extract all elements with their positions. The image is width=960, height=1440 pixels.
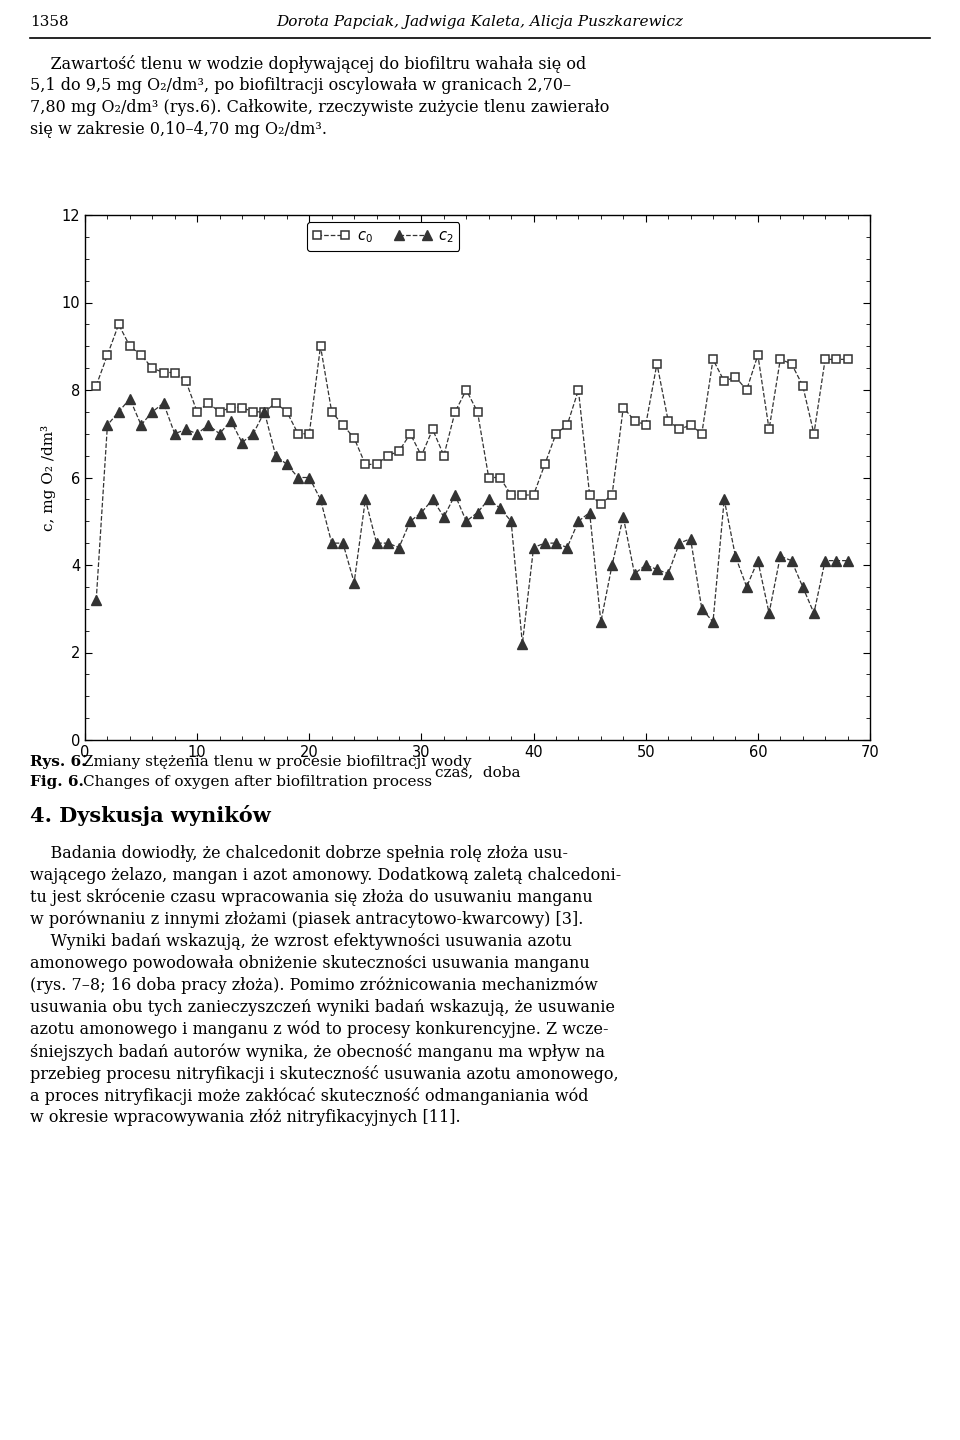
$c_2$ [516,635,528,652]
Text: Fig. 6.: Fig. 6. [30,775,89,789]
$c_2$ [708,613,719,631]
Text: przebieg procesu nitryfikacji i skuteczność usuwania azotu amonowego,: przebieg procesu nitryfikacji i skuteczn… [30,1066,618,1083]
Text: Dorota Papciak, Jadwiga Kaleta, Alicja Puszkarewicz: Dorota Papciak, Jadwiga Kaleta, Alicja P… [276,14,684,29]
$c_0$ [113,315,125,333]
$c_0$ [617,399,629,416]
Text: Zmiany stężenia tlenu w procesie biofiltracji wody: Zmiany stężenia tlenu w procesie biofilt… [83,755,471,769]
X-axis label: czas,  doba: czas, doba [435,766,520,779]
$c_0$ [775,351,786,369]
Text: Rys. 6.: Rys. 6. [30,755,92,769]
$c_0$ [785,356,797,373]
$c_2$ [785,552,797,569]
Y-axis label: c, mg O₂ /dm³: c, mg O₂ /dm³ [41,425,56,530]
Text: Changes of oxygen after biofiltration process: Changes of oxygen after biofiltration pr… [83,775,432,789]
Legend: $c_0$, $c_2$: $c_0$, $c_2$ [307,222,460,251]
Text: 5,1 do 9,5 mg O₂/dm³, po biofiltracji oscylowała w granicach 2,70–: 5,1 do 9,5 mg O₂/dm³, po biofiltracji os… [30,76,571,94]
Text: Wyniki badań wskazują, że wzrost efektywności usuwania azotu: Wyniki badań wskazują, że wzrost efektyw… [30,933,572,950]
$c_2$ [775,547,786,564]
$c_0$ [797,377,808,395]
Text: amonowego powodowała obniżenie skuteczności usuwania manganu: amonowego powodowała obniżenie skuteczno… [30,955,589,972]
Text: a proces nitryfikacji może zakłócać skuteczność odmanganiania wód: a proces nitryfikacji może zakłócać skut… [30,1087,588,1104]
Text: w okresie wpracowywania złóż nitryfikacyjnych [11].: w okresie wpracowywania złóż nitryfikacy… [30,1109,461,1126]
$c_2$ [124,390,135,408]
Text: 7,80 mg O₂/dm³ (rys.6). Całkowite, rzeczywiste zużycie tlenu zawierało: 7,80 mg O₂/dm³ (rys.6). Całkowite, rzecz… [30,99,610,117]
Text: azotu amonowego i manganu z wód to procesy konkurencyjne. Z wcze-: azotu amonowego i manganu z wód to proce… [30,1021,609,1038]
$c_0$ [651,356,662,373]
Line: $c_2$: $c_2$ [92,395,852,648]
$c_0$ [595,495,607,513]
Text: 4. Dyskusja wyników: 4. Dyskusja wyników [30,805,271,827]
Text: usuwania obu tych zanieczyszczeń wyniki badań wskazują, że usuwanie: usuwania obu tych zanieczyszczeń wyniki … [30,999,615,1017]
Text: się w zakresie 0,10–4,70 mg O₂/dm³.: się w zakresie 0,10–4,70 mg O₂/dm³. [30,121,327,138]
Text: Badania dowiodły, że chalcedonit dobrze spełnia rolę złoża usu-: Badania dowiodły, że chalcedonit dobrze … [30,845,568,863]
$c_2$ [90,592,102,609]
Text: śniejszych badań autorów wynika, że obecność manganu ma wpływ na: śniejszych badań autorów wynika, że obec… [30,1043,605,1061]
Text: tu jest skrócenie czasu wpracowania się złoża do usuwaniu manganu: tu jest skrócenie czasu wpracowania się … [30,888,592,907]
Line: $c_0$: $c_0$ [92,321,852,507]
Text: w porównaniu z innymi złożami (piasek antracytowo-kwarcowy) [3].: w porównaniu z innymi złożami (piasek an… [30,912,584,929]
$c_2$ [797,579,808,596]
Text: (rys. 7–8; 16 doba pracy złoża). Pomimo zróżnicowania mechanizmów: (rys. 7–8; 16 doba pracy złoża). Pomimo … [30,976,598,995]
Text: 1358: 1358 [30,14,68,29]
$c_2$ [651,560,662,577]
Text: Zawartość tlenu w wodzie dopływającej do biofiltru wahała się od: Zawartość tlenu w wodzie dopływającej do… [30,55,587,73]
$c_0$ [708,351,719,369]
Text: wającego żelazo, mangan i azot amonowy. Dodatkową zaletą chalcedoni-: wającego żelazo, mangan i azot amonowy. … [30,867,621,884]
$c_0$ [90,377,102,395]
$c_0$ [842,351,853,369]
$c_2$ [617,508,629,526]
$c_2$ [842,552,853,569]
